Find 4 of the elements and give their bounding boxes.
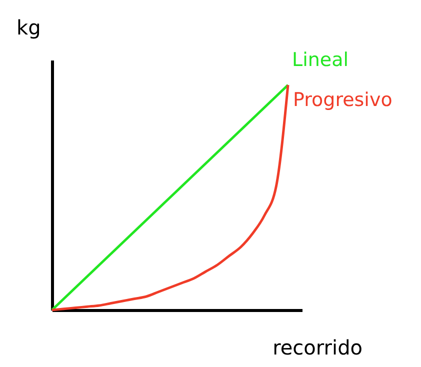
x-axis-title: recorrido [272, 336, 362, 360]
series-label: Progresivo [293, 89, 392, 111]
y-axis-title: kg [16, 16, 41, 40]
series-label: Lineal [292, 49, 349, 71]
